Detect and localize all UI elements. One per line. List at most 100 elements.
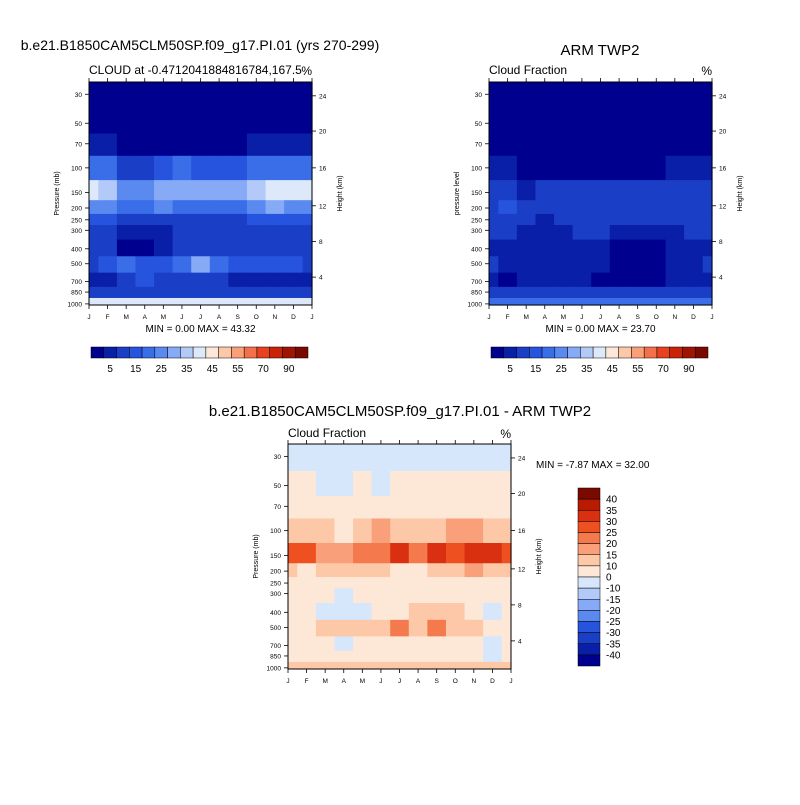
- heatmap-cell: [591, 180, 611, 201]
- heatmap-cell: [172, 82, 192, 110]
- heatmap-cell: [464, 563, 484, 578]
- heatmap-cell: [427, 661, 447, 670]
- heatmap-cell: [284, 297, 304, 306]
- heatmap-cell: [498, 297, 518, 306]
- heatmap-cell: [516, 155, 537, 181]
- colorbar-label: 25: [556, 364, 568, 375]
- heatmap-cell: [665, 200, 685, 215]
- heatmap-cell: [408, 661, 428, 670]
- heatmap-cell: [371, 588, 391, 604]
- heatmap-cell: [154, 82, 174, 110]
- x-tick-label: J: [180, 314, 183, 321]
- right-axis-label: Height (km): [737, 175, 744, 211]
- heatmap-cell: [427, 543, 447, 564]
- heatmap-cell: [535, 239, 555, 257]
- heatmap-cell: [302, 155, 313, 181]
- colorbar-swatch: [192, 346, 207, 359]
- y-tick-label: 250: [270, 581, 281, 588]
- colorbar-label: -25: [606, 617, 621, 628]
- colorbar-swatch: [154, 346, 168, 359]
- heatmap-cell: [371, 602, 391, 621]
- heatmap-cell: [353, 650, 373, 663]
- x-tick-label: A: [217, 314, 222, 321]
- heatmap-cell: [628, 239, 648, 257]
- heatmap-cell: [265, 200, 285, 215]
- heatmap-cell: [98, 239, 118, 257]
- right-tick-label: 16: [719, 165, 727, 172]
- colorbar-swatch: [129, 346, 143, 359]
- heatmap-cell: [191, 213, 211, 226]
- heatmap-cell: [265, 272, 285, 288]
- heatmap-cell: [427, 518, 447, 544]
- heatmap-cell: [288, 636, 298, 652]
- heatmap-cell: [702, 225, 713, 241]
- heatmap-cell: [371, 619, 391, 637]
- heatmap-cell: [353, 661, 373, 670]
- heatmap-cell: [464, 602, 484, 621]
- heatmap-cell: [297, 543, 317, 564]
- heatmap-cell: [665, 82, 685, 110]
- heatmap-cell: [646, 239, 667, 257]
- heatmap-cell: [246, 225, 267, 241]
- colorbar-swatch: [205, 346, 219, 359]
- heatmap-cell: [265, 180, 285, 201]
- heatmap-cell: [516, 133, 537, 157]
- colorbar-swatch: [577, 599, 601, 611]
- heatmap-cell: [665, 213, 685, 226]
- heatmap-cell: [154, 272, 174, 288]
- heatmap-cell: [334, 577, 354, 589]
- heatmap-cell: [535, 200, 555, 215]
- heatmap-cell: [665, 297, 685, 306]
- heatmap-cell: [464, 661, 484, 670]
- heatmap-cell: [135, 286, 155, 299]
- heatmap-cell: [501, 471, 512, 497]
- heatmap-cell: [445, 619, 466, 637]
- heatmap-cell: [498, 225, 518, 241]
- right-tick-label: 20: [518, 491, 526, 498]
- heatmap-cell: [116, 133, 137, 157]
- heatmap-cell: [209, 180, 229, 201]
- heatmap-cell: [302, 239, 313, 257]
- colorbar-label: -35: [606, 639, 621, 650]
- heatmap-cell: [408, 518, 428, 544]
- heatmap-cell: [516, 180, 537, 201]
- heatmap-cell: [501, 588, 512, 604]
- heatmap-cell: [628, 256, 648, 274]
- heatmap-cell: [464, 543, 484, 564]
- y-tick-label: 250: [71, 217, 82, 224]
- heatmap-cell: [665, 108, 685, 135]
- heatmap-cell: [702, 133, 713, 157]
- heatmap-cell: [288, 602, 298, 621]
- heatmap-cell: [498, 180, 518, 201]
- heatmap-cell: [89, 108, 99, 135]
- heatmap-cell: [591, 108, 611, 135]
- heatmap-cell: [98, 272, 118, 288]
- colorbar-label: 5: [107, 364, 113, 375]
- heatmap-cell: [209, 225, 229, 241]
- heatmap-cell: [427, 444, 447, 472]
- heatmap-cell: [390, 471, 410, 497]
- x-tick-label: N: [272, 314, 277, 321]
- colorbar-swatch: [618, 346, 632, 359]
- heatmap-cell: [228, 286, 248, 299]
- right-tick-label: 24: [319, 93, 327, 100]
- heatmap-cell: [684, 133, 704, 157]
- colorbar-swatch: [631, 346, 645, 359]
- x-tick-label: J: [710, 314, 713, 321]
- heatmap-cell: [98, 82, 118, 110]
- heatmap-cell: [554, 180, 574, 201]
- heatmap-cell: [246, 256, 267, 274]
- heatmap-cell: [646, 256, 667, 274]
- heatmap-cell: [315, 661, 336, 670]
- heatmap-cell: [390, 661, 410, 670]
- heatmap-cell: [408, 602, 428, 621]
- heatmap-cell: [246, 108, 267, 135]
- x-tick-label: O: [654, 314, 659, 321]
- heatmap-cell: [390, 588, 410, 604]
- heatmap-cell: [302, 297, 313, 306]
- heatmap-cell: [628, 286, 648, 299]
- heatmap-cell: [228, 239, 248, 257]
- colorbar-label: 25: [156, 364, 168, 375]
- heatmap-cell: [591, 155, 611, 181]
- colorbar-swatch: [554, 346, 568, 359]
